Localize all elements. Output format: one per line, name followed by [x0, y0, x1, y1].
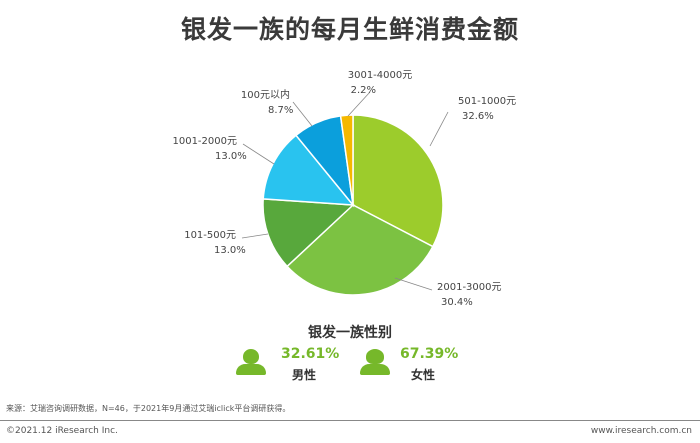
slice-category-label-3: 1001-2000元 [172, 136, 237, 147]
slice-category-label-0: 501-1000元 [458, 96, 516, 107]
copyright-text: ©2021.12 iResearch Inc. [6, 426, 118, 436]
female-person-icon [360, 349, 390, 375]
leader-line-5 [347, 91, 371, 117]
chart-title: 银发一族的每月生鲜消费金额 [180, 15, 519, 44]
leader-line-0 [429, 111, 449, 147]
pie-slice-0 [352, 114, 444, 248]
slice-category-label-2: 101-500元 [184, 230, 236, 241]
slice-value-label-5: 2.2% [351, 85, 376, 96]
slice-value-label-0: 32.6% [462, 111, 494, 122]
slice-category-label-4: 100元以内 [241, 88, 290, 101]
leader-line-4 [292, 101, 313, 127]
female-label: 女性 [411, 368, 436, 382]
footer-divider [0, 420, 700, 421]
male-label: 男性 [292, 368, 317, 382]
website-text: www.iresearch.com.cn [590, 426, 692, 436]
source-note: 来源：艾瑞咨询调研数据，N=46，于2021年9月通过艾瑞iclick平台调研获… [6, 404, 291, 413]
pie-slice-1 [286, 204, 434, 296]
slice-category-label-1: 2001-3000元 [437, 282, 502, 293]
slice-value-label-4: 8.7% [268, 105, 293, 116]
slice-value-label-3: 13.0% [215, 151, 247, 162]
slice-category-label-5: 3001-4000元 [348, 70, 413, 81]
male-percentage: 32.61% [281, 346, 340, 362]
leader-line-1 [394, 277, 433, 291]
female-percentage: 67.39% [400, 346, 459, 362]
male-person-icon [236, 349, 266, 375]
pie-slice-5 [339, 114, 354, 206]
slice-value-label-2: 13.0% [214, 245, 246, 256]
gender-section-title: 银发一族性别 [308, 325, 392, 341]
leader-line-3 [242, 143, 275, 165]
leader-line-2 [241, 233, 269, 239]
pie-slice-2 [262, 198, 355, 268]
slice-value-label-1: 30.4% [441, 297, 473, 308]
